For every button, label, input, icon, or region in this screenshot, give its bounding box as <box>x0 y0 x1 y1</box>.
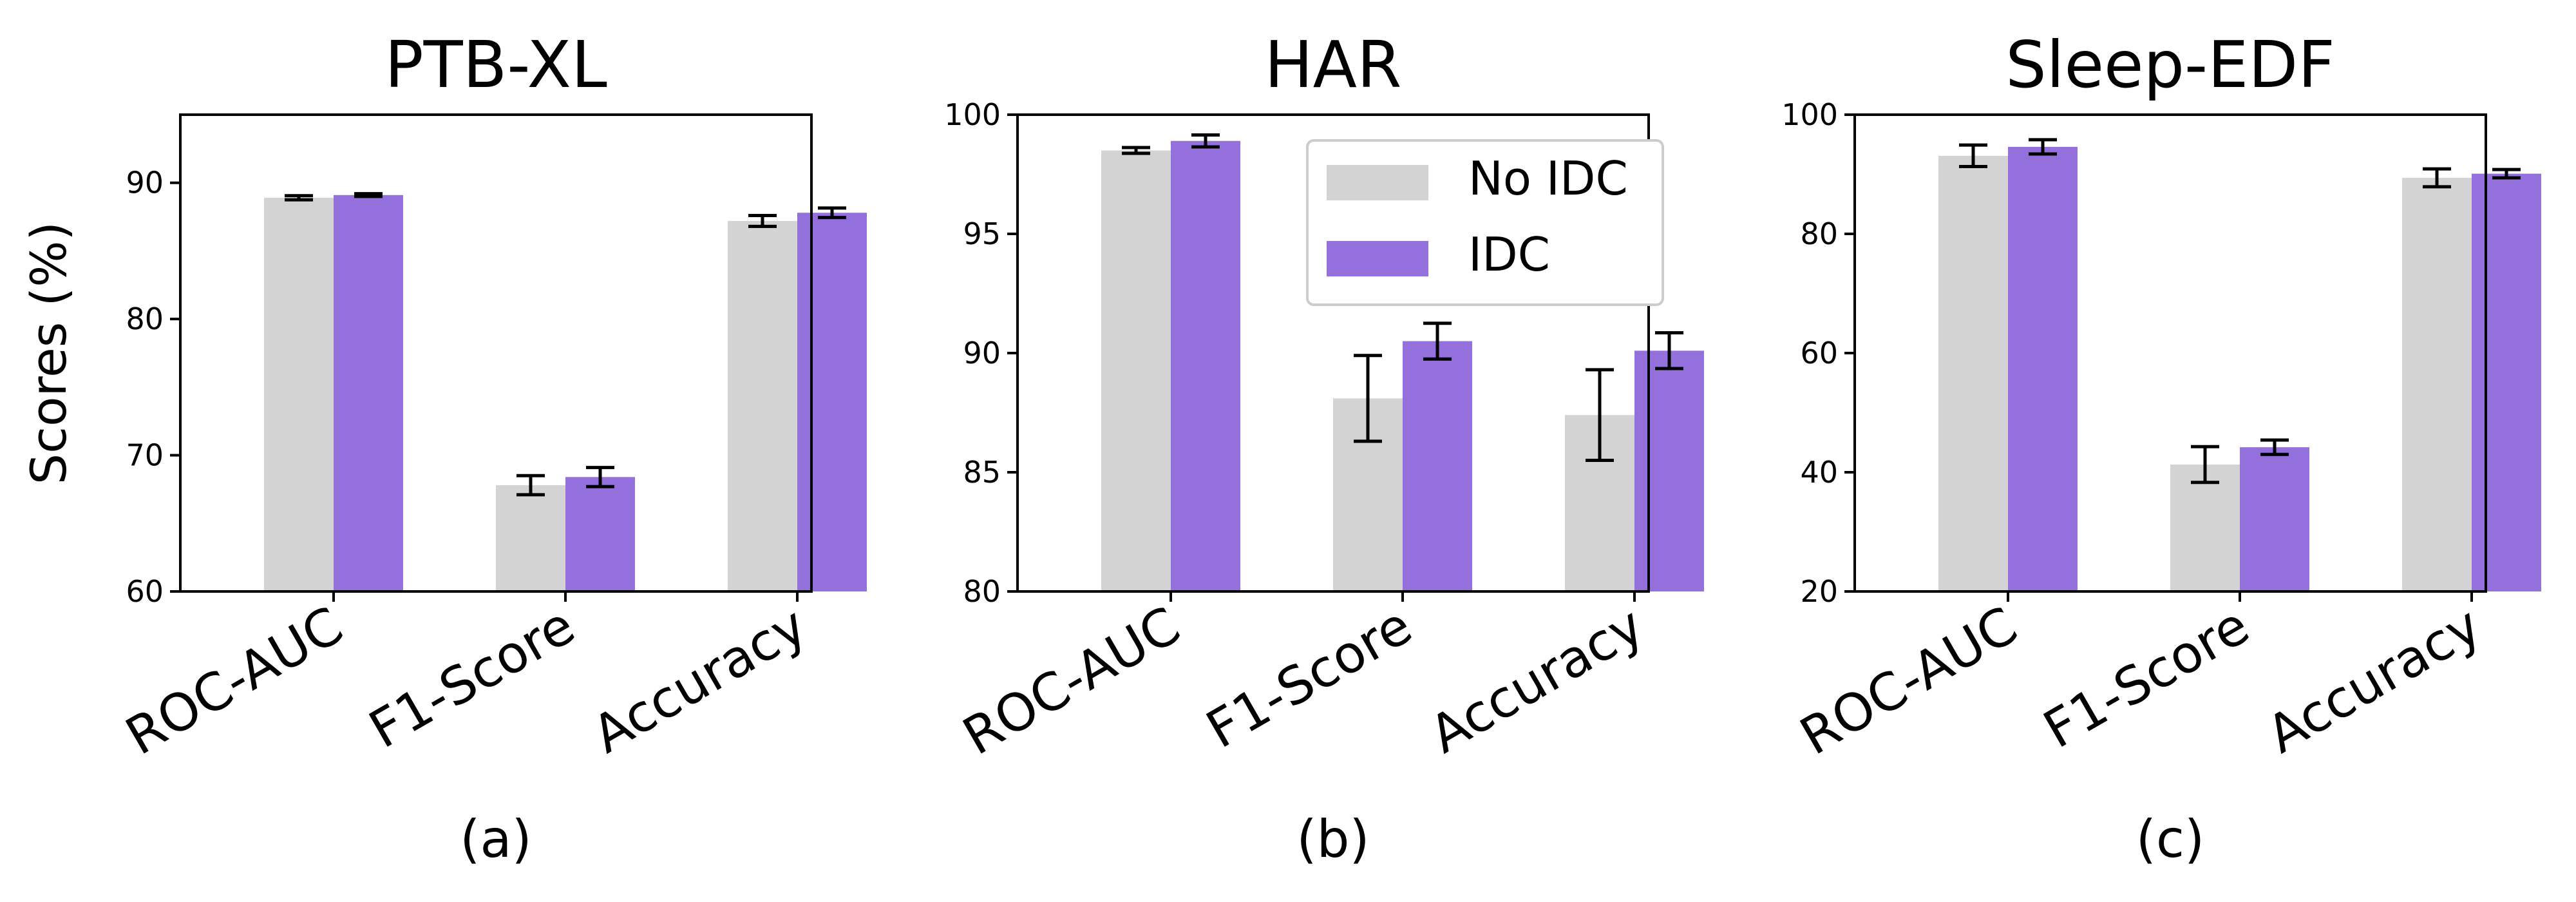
legend-swatch-no-idc <box>1327 165 1428 200</box>
error-bar <box>1354 354 1382 443</box>
bar-idc-roc-auc <box>1171 140 1240 591</box>
y-tick-label: 100 <box>944 97 1001 132</box>
y-tick-label: 95 <box>963 216 1001 251</box>
error-bar <box>2191 445 2219 485</box>
error-bar <box>516 474 545 497</box>
bar-idc-accuracy <box>797 213 867 591</box>
bar-no-idc-accuracy <box>2402 178 2472 591</box>
error-bar <box>2423 167 2451 189</box>
y-tick-label: 100 <box>1781 97 1838 132</box>
error-bar <box>285 194 313 202</box>
y-tick-label: 20 <box>1800 574 1838 609</box>
legend-label: IDC <box>1468 227 1550 282</box>
y-tick-label: 70 <box>126 438 164 473</box>
panel-caption: (a) <box>460 809 531 869</box>
bar-idc-accuracy <box>2472 173 2541 591</box>
bar-no-idc-f1-score <box>496 485 565 591</box>
panel-title: PTB-XL <box>384 27 607 102</box>
error-bar <box>2260 438 2289 456</box>
error-bar <box>2492 168 2521 180</box>
y-tick-label: 60 <box>126 574 164 609</box>
error-bar <box>586 466 614 488</box>
legend-swatch-idc <box>1327 241 1428 276</box>
error-bar <box>818 206 846 220</box>
bar-idc-f1-score <box>2240 447 2309 591</box>
y-tick-label: 80 <box>126 302 164 336</box>
axes-frame <box>1016 113 1650 593</box>
error-bar <box>2029 138 2057 156</box>
panel-title: HAR <box>1264 27 1401 102</box>
panel-caption: (c) <box>2136 809 2204 869</box>
bar-idc-f1-score <box>565 477 635 591</box>
bar-idc-roc-auc <box>2008 146 2078 591</box>
bar-idc-roc-auc <box>334 195 403 591</box>
error-bar <box>1586 368 1614 462</box>
bar-no-idc-roc-auc <box>264 197 334 591</box>
error-bar <box>1959 143 1987 168</box>
error-bar <box>1191 133 1220 149</box>
legend-label: No IDC <box>1468 151 1628 206</box>
bar-no-idc-roc-auc <box>1101 150 1171 591</box>
bar-no-idc-accuracy <box>728 220 797 591</box>
y-tick-label: 90 <box>963 336 1001 370</box>
panel-caption: (b) <box>1296 809 1369 869</box>
bar-no-idc-f1-score <box>2170 464 2240 591</box>
axes-frame <box>179 113 813 593</box>
panel-title: Sleep-EDF <box>2005 27 2335 102</box>
y-tick-label: 90 <box>126 166 164 200</box>
bar-idc-f1-score <box>1403 341 1472 591</box>
legend: No IDC IDC <box>1306 139 1664 306</box>
y-axis-label: Scores (%) <box>20 222 77 485</box>
y-tick-label: 40 <box>1800 455 1838 490</box>
bar-no-idc-roc-auc <box>1938 155 2008 591</box>
error-bar <box>1655 331 1683 370</box>
error-bar <box>748 213 777 228</box>
error-bar <box>1122 146 1150 155</box>
y-tick-label: 80 <box>1800 216 1838 251</box>
error-bar <box>1423 321 1452 361</box>
y-tick-label: 85 <box>963 455 1001 490</box>
y-tick-label: 80 <box>963 574 1001 609</box>
error-bar <box>354 192 383 198</box>
bar-idc-accuracy <box>1634 350 1704 591</box>
axes-frame <box>1853 113 2487 593</box>
y-tick-label: 60 <box>1800 336 1838 370</box>
